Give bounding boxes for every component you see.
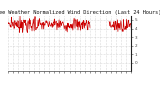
- Title: Milwaukee Weather Normalized Wind Direction (Last 24 Hours): Milwaukee Weather Normalized Wind Direct…: [0, 10, 160, 15]
